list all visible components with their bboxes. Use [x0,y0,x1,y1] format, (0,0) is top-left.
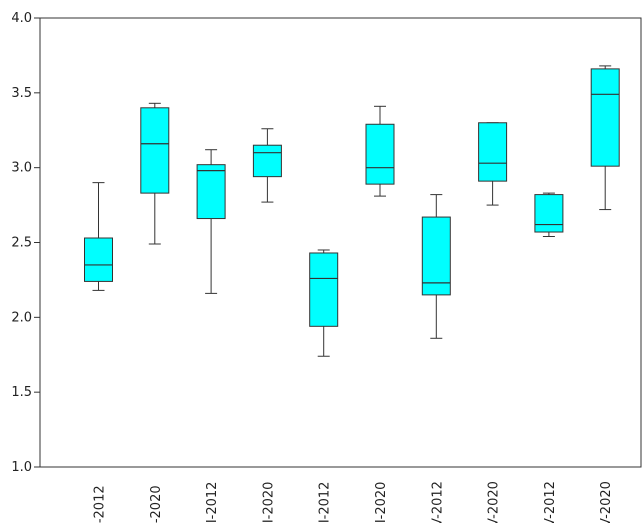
y-axis: 1.0 1.5 2.0 2.5 3.0 3.5 4.0 [11,11,40,475]
iqr-box [309,252,339,327]
box-5 [309,249,339,357]
y-tick-label: 3.0 [11,161,32,176]
y-tick-label: 4.0 [11,11,32,26]
y-tick-label: 2.0 [11,310,32,325]
box-2 [140,102,170,245]
box-9 [534,192,564,238]
iqr-box [421,216,451,296]
x-axis: I-2012 I-2020 II-2012 II-2020 II-2012 II-2020… [93,481,615,523]
x-tick-label: II-2012 [318,482,333,523]
iqr-box [590,68,620,167]
box-10 [590,65,620,211]
box-1 [84,182,113,291]
iqr-box [365,123,395,185]
x-tick-label: II-2020 [261,482,276,523]
iqr-box [84,237,113,282]
x-tick-label: II-2020 [374,482,389,523]
iqr-box [140,107,170,194]
box-7 [421,194,451,339]
x-tick-label: V-2012 [430,481,445,523]
y-tick-label: 1.5 [11,385,32,400]
y-tick-label: 1.0 [11,460,32,475]
iqr-box [534,194,564,233]
y-tick-label: 2.5 [11,236,32,251]
iqr-box [478,122,508,182]
x-tick-label: V-2020 [599,481,614,523]
plot-area-frame [39,17,642,468]
box-series [84,65,620,357]
x-tick-label: V-2012 [543,481,558,523]
iqr-box [196,164,226,220]
x-tick-label: II-2012 [205,482,220,523]
x-tick-label: I-2020 [149,485,164,523]
box-6 [365,105,395,197]
x-tick-label: V-2020 [487,481,502,523]
box-4 [252,128,282,203]
iqr-box [252,144,282,178]
x-tick-label: I-2012 [93,485,108,523]
box-8 [478,122,508,206]
y-tick-label: 3.5 [11,86,32,101]
box-3 [196,149,226,294]
